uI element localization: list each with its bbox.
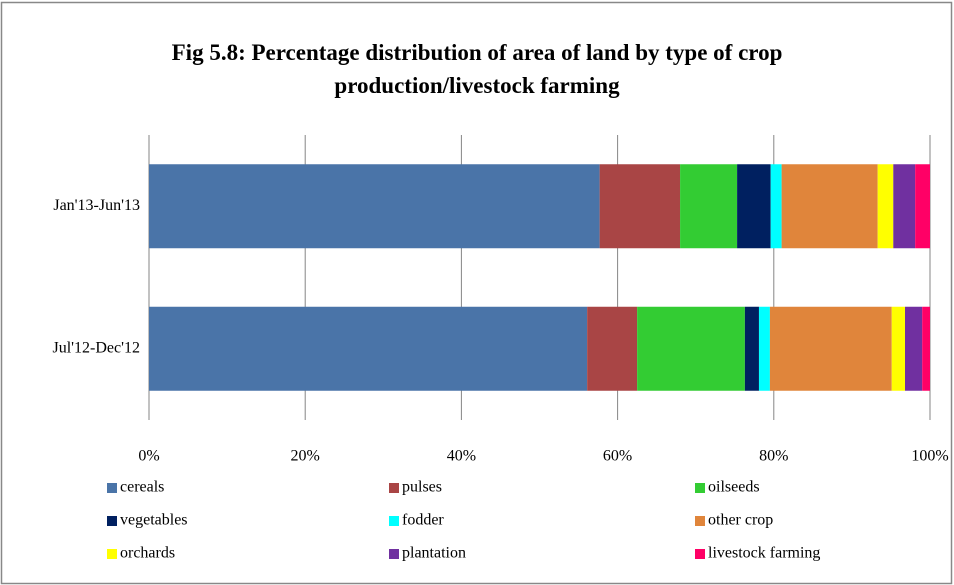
bar-segment [149, 164, 600, 249]
legend-label: other crop [708, 512, 773, 529]
bar-segment [905, 306, 923, 391]
bar-segment [744, 306, 759, 391]
legend-swatch [389, 549, 399, 559]
legend-label: livestock farming [708, 545, 820, 562]
legend-label: plantation [402, 545, 466, 562]
bar-segment [769, 306, 892, 391]
bar-segment [149, 306, 588, 391]
x-tick-label: 100% [911, 448, 948, 465]
legend-swatch [107, 483, 117, 493]
bar-segment [893, 164, 916, 249]
x-tick-label: 60% [603, 448, 632, 465]
bar-segment [599, 164, 681, 249]
bar-segment [587, 306, 638, 391]
legend-swatch [695, 549, 705, 559]
y-tick-label: Jan'13-Jun'13 [53, 197, 140, 214]
legend-label: fodder [402, 512, 444, 529]
bar-segment [877, 164, 894, 249]
legend-label: oilseeds [708, 479, 760, 496]
x-tick-label: 20% [291, 448, 320, 465]
legend-swatch [389, 483, 399, 493]
legend-swatch [695, 516, 705, 526]
legend-swatch [107, 549, 117, 559]
chart-title: Fig 5.8: Percentage distribution of area… [171, 40, 783, 98]
legend-label: orchards [120, 545, 175, 562]
x-tick-label: 0% [138, 448, 159, 465]
bar-segment [637, 306, 745, 391]
x-tick-label: 40% [447, 448, 476, 465]
bar-segment [781, 164, 878, 249]
bar-segment [680, 164, 738, 249]
legend-label: cereals [120, 479, 164, 496]
bar-segment [770, 164, 782, 249]
legend-label: vegetables [120, 512, 188, 529]
legend-swatch [695, 483, 705, 493]
x-tick-label: 80% [759, 448, 788, 465]
legend-swatch [389, 516, 399, 526]
bar-segment [758, 306, 770, 391]
legend-label: pulses [402, 479, 442, 496]
bar-segment [737, 164, 771, 249]
legend-swatch [107, 516, 117, 526]
bar-segment [891, 306, 906, 391]
bar-segment [915, 164, 930, 249]
bar-segment [922, 306, 930, 391]
y-tick-label: Jul'12-Dec'12 [52, 339, 140, 356]
